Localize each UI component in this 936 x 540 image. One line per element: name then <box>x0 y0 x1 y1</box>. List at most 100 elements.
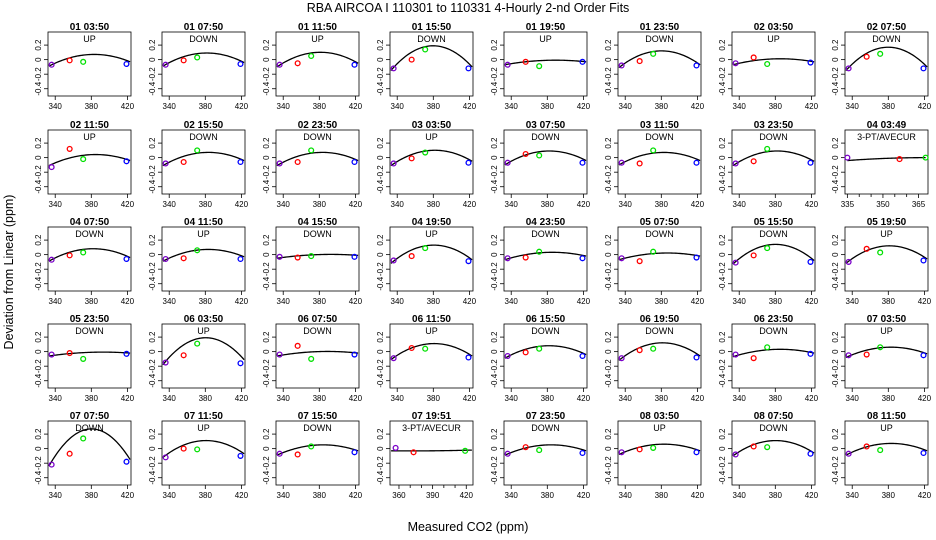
panel-22-title: 05 07:50 <box>640 217 680 228</box>
panel-19-point-3 <box>308 253 315 260</box>
panel-21-title: 04 23:50 <box>526 217 566 228</box>
panel-26-ytick-label: -0.2 <box>148 359 157 373</box>
panel-3-point-2 <box>294 60 301 67</box>
panel-38-point-2 <box>636 446 643 453</box>
panel-17-ytick-label: 0 <box>34 252 43 257</box>
panel-17-direction-label: DOWN <box>75 229 104 239</box>
panel-4-ytick-label: 0 <box>376 57 385 62</box>
panel-2-xtick-label: 340 <box>163 102 177 111</box>
panel-10-ytick-label: -0.2 <box>148 165 157 179</box>
panel-37-point-1 <box>504 450 511 457</box>
panel-30-xtick-label: 420 <box>691 394 705 403</box>
panel-31-xtick-label: 420 <box>805 394 819 403</box>
panel-21-xtick-label: 340 <box>505 297 519 306</box>
panel-13-point-1 <box>504 159 511 166</box>
panel-40-point-4 <box>920 449 927 457</box>
panel-23-fit-curve <box>732 243 815 265</box>
panel-19-title: 04 15:50 <box>298 217 338 228</box>
panel-11-xtick-label: 340 <box>277 200 291 209</box>
panel-16-xtick-label: 365 <box>912 200 926 209</box>
panel-24-ytick-label: 0 <box>831 252 840 257</box>
panel-25-point-3 <box>80 355 87 362</box>
panel-23-ytick-label: 0.2 <box>718 234 727 246</box>
panel-4-frame <box>389 31 474 97</box>
panel-26-xtick-label: 420 <box>235 394 249 403</box>
panel-39-direction-label: DOWN <box>759 423 788 433</box>
panel-30-title: 06 19:50 <box>640 314 680 325</box>
panel-30-frame <box>617 323 702 389</box>
panel-38-point-4 <box>693 449 700 456</box>
panel-34-xtick-label: 420 <box>235 491 249 500</box>
panel-10-fit-curve <box>162 151 245 167</box>
panel-19-point-1 <box>276 253 283 260</box>
panel-20-fit-curve <box>390 244 473 264</box>
panel-3-xtick-label: 380 <box>313 102 327 111</box>
panel-22-xtick-label: 380 <box>655 297 669 306</box>
panel-37-xtick-label: 380 <box>541 491 555 500</box>
panel-23-xtick-label: 380 <box>769 297 783 306</box>
panel-11-point-3 <box>308 147 315 154</box>
panel-15-point-2 <box>750 158 757 165</box>
panel-36-point-1 <box>392 444 399 451</box>
panel-36-point-3 <box>462 447 469 454</box>
panel-23-xtick-label: 420 <box>805 297 819 306</box>
panel-1-point-2 <box>66 57 73 64</box>
panel-40-xtick-label: 380 <box>882 491 896 500</box>
panel-6-point-2 <box>636 58 643 65</box>
panel-14-direction-label: DOWN <box>645 132 674 142</box>
panel-8-point-4 <box>920 65 927 72</box>
panel-23-point-1 <box>732 259 739 266</box>
panel-32-point-4 <box>920 352 927 359</box>
panel-31-frame <box>731 323 816 389</box>
panel-40-direction-label: UP <box>880 423 893 433</box>
panel-27-point-3 <box>308 355 315 362</box>
panel-12-fit-curve <box>390 149 473 167</box>
panel-35-ytick-label: 0 <box>262 446 271 451</box>
panel-37-ytick-label: 0.2 <box>490 428 499 440</box>
panel-9-title: 02 11:50 <box>70 120 109 131</box>
panel-14-xtick-label: 340 <box>619 200 633 209</box>
panel-10-xtick-label: 340 <box>163 200 177 209</box>
panel-3-point-4 <box>351 61 358 68</box>
panel-18-ytick-label: -0.4 <box>148 276 157 290</box>
panel-5-point-2 <box>522 58 529 65</box>
panel-3-point-1 <box>276 61 283 68</box>
panel-40-fit-curve <box>845 442 928 456</box>
panel-26-ytick-label: -0.4 <box>148 373 157 387</box>
panel-31-title: 06 23:50 <box>754 314 794 325</box>
panel-8-point-1 <box>845 65 852 72</box>
panel-33-xtick-label: 340 <box>49 491 63 500</box>
panel-34-fit-curve <box>162 439 245 458</box>
panel-16-point-2 <box>896 156 903 163</box>
panel-26-point-3 <box>194 340 201 347</box>
panel-10-point-4 <box>237 158 244 166</box>
panel-31-ytick-label: 0.2 <box>718 331 727 343</box>
panel-28-xtick-label: 420 <box>463 394 477 403</box>
y-axis-label: Deviation from Linear (ppm) <box>2 195 16 350</box>
panel-11-point-4 <box>351 158 358 166</box>
panel-17-frame <box>47 226 132 292</box>
panel-28-point-4 <box>465 354 472 361</box>
panel-38-title: 08 03:50 <box>640 411 680 422</box>
panel-27-fit-curve <box>276 350 359 357</box>
panel-21-xtick-label: 380 <box>541 297 555 306</box>
panel-1-xtick-label: 420 <box>121 102 135 111</box>
panel-13-ytick-label: 0 <box>490 155 499 160</box>
panel-19-ytick-label: -0.2 <box>262 262 271 276</box>
panel-2-title: 01 07:50 <box>184 22 224 33</box>
panel-6-xtick-label: 380 <box>655 102 669 111</box>
panel-39-ytick-label: -0.4 <box>718 470 727 484</box>
panel-35-point-3 <box>308 443 315 450</box>
panel-8-xtick-label: 380 <box>882 102 896 111</box>
panel-23-frame <box>731 226 816 292</box>
panel-25-direction-label: DOWN <box>75 326 104 336</box>
